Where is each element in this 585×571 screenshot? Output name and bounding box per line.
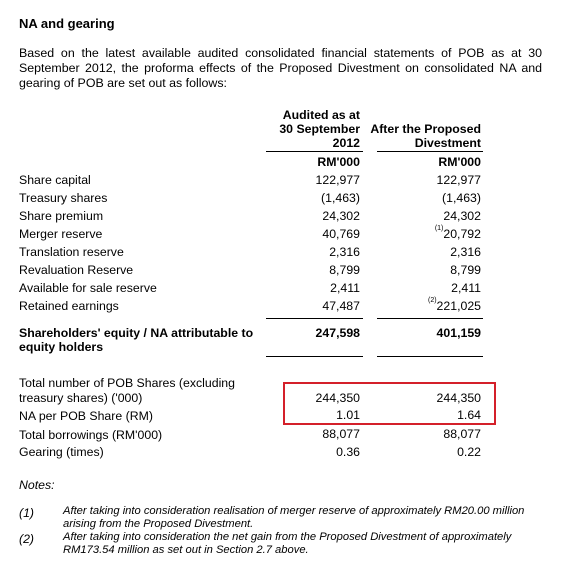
shares-label-line2: treasury shares) ('000) xyxy=(19,391,143,405)
row-v1-share-capital: 122,977 xyxy=(315,173,360,187)
row-label-translation-reserve: Translation reserve xyxy=(19,245,124,259)
row-v2-merger-reserve: (1)20,792 xyxy=(434,224,481,241)
row-v1-retained-earnings: 47,487 xyxy=(322,299,360,313)
note-2-text: After taking into consideration the net … xyxy=(63,531,512,556)
col1-subtotal-rule xyxy=(266,318,363,319)
col1-header-line2: 30 September xyxy=(279,122,360,136)
gearing-v1: 0.36 xyxy=(336,445,360,459)
section-title: NA and gearing xyxy=(19,16,115,31)
na-per-share-v2: 1.64 xyxy=(457,408,481,422)
note-1-number: (1) xyxy=(19,506,35,520)
col2-unit: RM'000 xyxy=(438,155,481,169)
row-v2-retained-earnings: (2)221,025 xyxy=(427,296,481,313)
row-v2-share-capital: 122,977 xyxy=(436,173,481,187)
shares-label-line1: Total number of POB Shares (excluding xyxy=(19,376,235,390)
row-v1-treasury-shares: (1,463) xyxy=(321,191,360,205)
row-label-afs-reserve: Available for sale reserve xyxy=(19,281,157,295)
shares-v2: 244,350 xyxy=(436,391,481,405)
col2-header-rule xyxy=(377,151,483,152)
col1-header-rule xyxy=(266,151,363,152)
col1-header-line3: 2012 xyxy=(332,136,360,150)
shares-v1: 244,350 xyxy=(315,391,360,405)
col2-header-line1: After the Proposed xyxy=(370,122,481,136)
equity-label-line1: Shareholders' equity / NA attributable t… xyxy=(19,326,254,340)
gearing-label: Gearing (times) xyxy=(19,445,104,459)
col1-total-rule xyxy=(266,356,363,357)
na-per-share-label: NA per POB Share (RM) xyxy=(19,409,153,423)
row-label-merger-reserve: Merger reserve xyxy=(19,227,103,241)
row-v2-treasury-shares: (1,463) xyxy=(442,191,481,205)
row-v2-share-premium: 24,302 xyxy=(443,209,481,223)
row-label-share-premium: Share premium xyxy=(19,209,104,223)
row-label-treasury-shares: Treasury shares xyxy=(19,191,108,205)
borrowings-label: Total borrowings (RM'000) xyxy=(19,428,163,442)
intro-paragraph: Based on the latest available audited co… xyxy=(19,46,542,90)
col2-header-line2: Divestment xyxy=(414,136,481,150)
row-v2-afs-reserve: 2,411 xyxy=(451,281,481,295)
highlight-box xyxy=(283,382,496,425)
borrowings-v1: 88,077 xyxy=(322,427,360,441)
row-label-revaluation-reserve: Revaluation Reserve xyxy=(19,263,134,277)
col2-subtotal-rule xyxy=(377,318,483,319)
col1-header-line1: Audited as at xyxy=(282,108,360,122)
row-v1-share-premium: 24,302 xyxy=(322,209,360,223)
row-label-share-capital: Share capital xyxy=(19,173,91,187)
footnote-marker-2: (2) xyxy=(427,296,437,304)
borrowings-v2: 88,077 xyxy=(443,427,481,441)
gearing-v2: 0.22 xyxy=(457,445,481,459)
col2-total-rule xyxy=(377,356,483,357)
notes-heading: Notes: xyxy=(19,478,55,492)
row-label-retained-earnings: Retained earnings xyxy=(19,299,119,313)
equity-label-line2: equity holders xyxy=(19,340,104,354)
row-v2-revaluation-reserve: 8,799 xyxy=(450,263,481,277)
na-per-share-v1: 1.01 xyxy=(336,408,360,422)
equity-v2: 401,159 xyxy=(436,326,481,340)
note-2-number: (2) xyxy=(19,532,35,546)
row-v1-afs-reserve: 2,411 xyxy=(330,281,360,295)
row-v1-merger-reserve: 40,769 xyxy=(322,227,360,241)
row-v1-translation-reserve: 2,316 xyxy=(329,245,360,259)
col1-unit: RM'000 xyxy=(317,155,360,169)
equity-v1: 247,598 xyxy=(315,326,360,340)
note-1-text: After taking into consideration realisat… xyxy=(63,505,525,530)
footnote-marker-1: (1) xyxy=(434,224,444,232)
row-v2-translation-reserve: 2,316 xyxy=(450,245,481,259)
row-v1-revaluation-reserve: 8,799 xyxy=(329,263,360,277)
